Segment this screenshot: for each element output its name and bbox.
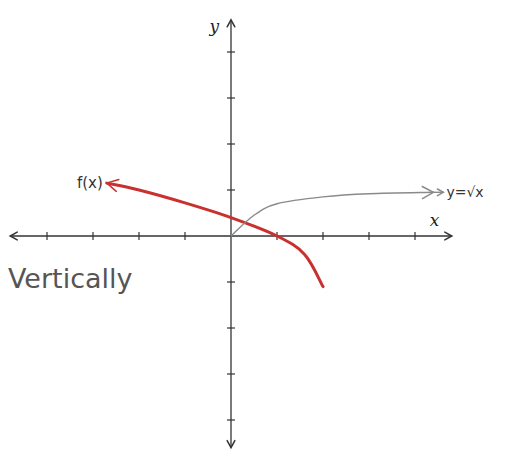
y-tick: [227, 281, 235, 282]
plot-area: [107, 183, 434, 287]
y-axis: [230, 20, 231, 448]
x-tick: [46, 232, 47, 240]
curve: [107, 183, 323, 287]
x-axis-title: x: [430, 210, 440, 230]
x-tick: [92, 232, 93, 240]
label-arrow: [437, 189, 443, 196]
series-label: f(x): [77, 174, 103, 192]
curve: [231, 192, 433, 236]
x-axis-arrow: [445, 232, 452, 240]
y-tick: [227, 97, 235, 98]
x-tick: [368, 232, 369, 240]
y-tick: [227, 419, 235, 420]
x-tick: [322, 232, 323, 240]
x-tick: [138, 232, 139, 240]
x-tick: [414, 232, 415, 240]
y-tick: [227, 143, 235, 144]
chart: y x f(x) y=√x Vertically: [0, 0, 521, 456]
curve-arrow: [422, 186, 433, 198]
curve-arrow: [107, 179, 119, 191]
y-axis-arrow: [227, 20, 235, 27]
annotation: Vertically: [8, 263, 133, 294]
y-tick: [227, 51, 235, 52]
y-tick: [227, 327, 235, 328]
y-axis-arrow: [227, 441, 235, 448]
x-axis-arrow: [10, 232, 17, 240]
series-label: y=√x: [446, 184, 483, 200]
y-tick: [227, 373, 235, 374]
x-tick: [184, 232, 185, 240]
y-axis-title: y: [208, 16, 219, 36]
y-tick: [227, 189, 235, 190]
